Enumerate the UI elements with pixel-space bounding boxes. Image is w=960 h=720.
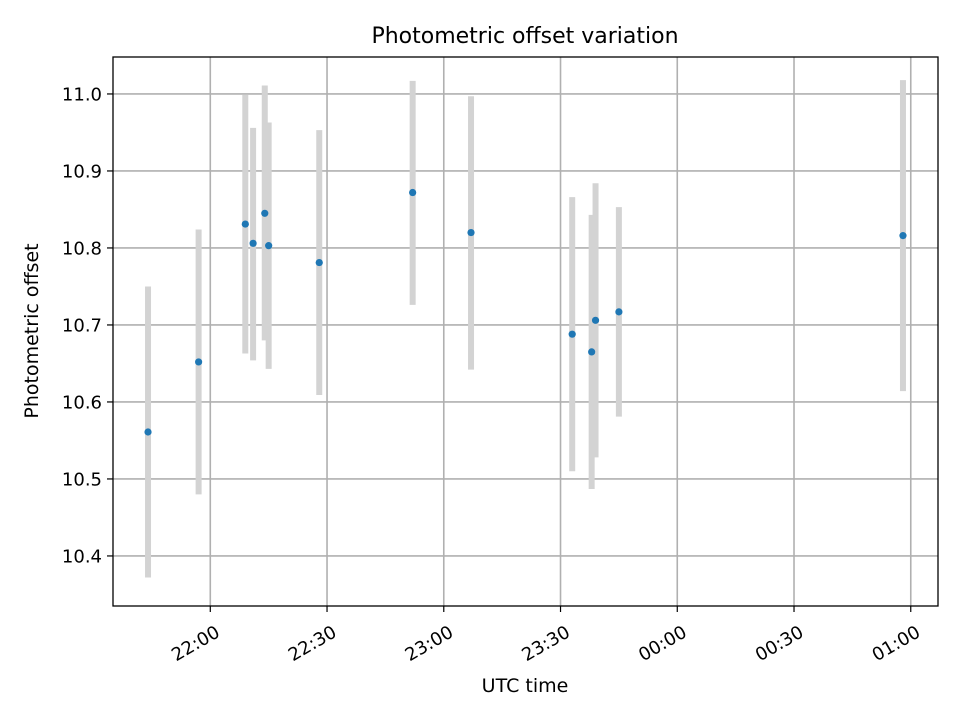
x-axis-label: UTC time <box>482 675 569 697</box>
data-point <box>588 348 596 356</box>
y-tick-label: 10.4 <box>62 546 102 567</box>
data-point <box>409 188 417 197</box>
y-tick-label: 10.9 <box>62 161 102 182</box>
y-axis-ticks: 10.4 10.5 10.6 10.7 10.8 10.9 11.0 <box>62 84 113 567</box>
y-axis-label: Photometric offset <box>21 243 43 418</box>
chart-title: Photometric offset variation <box>371 24 678 49</box>
plot-frame <box>112 56 939 607</box>
data-point <box>265 242 273 250</box>
data-point <box>195 358 203 366</box>
point-layer <box>144 188 907 436</box>
y-tick-label: 10.7 <box>62 315 102 336</box>
data-point <box>315 258 323 267</box>
data-point <box>615 308 623 316</box>
y-tick-label: 10.6 <box>62 392 102 413</box>
data-point <box>241 220 249 228</box>
data-point <box>899 232 907 240</box>
y-tick-label: 10.5 <box>62 469 102 490</box>
data-point <box>249 239 257 247</box>
data-point <box>261 209 269 217</box>
y-tick-label: 10.8 <box>62 238 102 259</box>
data-point <box>144 428 152 436</box>
data-point <box>591 316 600 324</box>
data-point <box>467 228 475 237</box>
y-tick-label: 11.0 <box>62 84 102 105</box>
data-point <box>568 330 576 338</box>
